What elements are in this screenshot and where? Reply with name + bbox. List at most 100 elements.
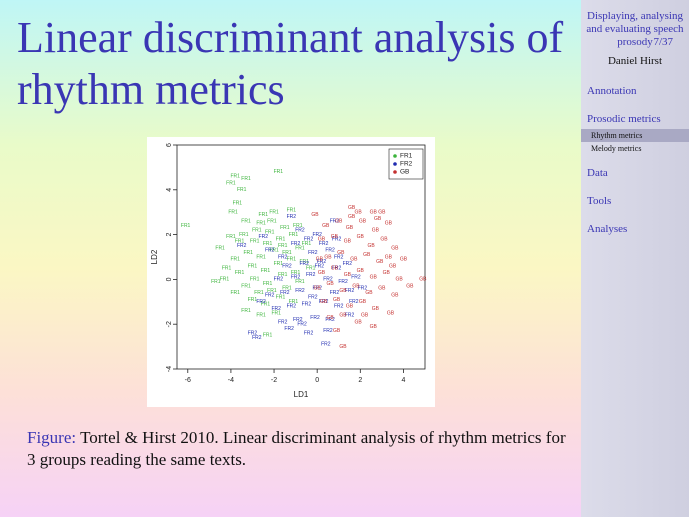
data-point: GB xyxy=(365,290,373,296)
nav-melody-metrics[interactable]: Melody metrics xyxy=(591,144,642,153)
data-point: FR1 xyxy=(254,290,264,296)
data-point: FR1 xyxy=(256,254,266,260)
data-point: GB xyxy=(352,283,360,289)
plot-frame xyxy=(176,144,426,370)
data-point: GB xyxy=(311,212,319,218)
data-point: FR1 xyxy=(226,234,236,240)
data-point: FR2 xyxy=(330,290,340,296)
data-point: GB xyxy=(344,272,352,278)
data-point: FR2 xyxy=(265,292,275,298)
data-point: FR1 xyxy=(222,266,232,272)
data-point: FR1 xyxy=(235,239,245,245)
data-point: FR1 xyxy=(291,270,301,276)
data-point: FR1 xyxy=(235,270,245,276)
data-point: FR2 xyxy=(349,299,359,305)
data-point: FR1 xyxy=(282,286,292,292)
data-point: FR2 xyxy=(319,299,329,305)
legend-marker xyxy=(393,162,397,166)
data-point: FR2 xyxy=(317,259,327,265)
data-point: GB xyxy=(333,297,341,303)
data-point: GB xyxy=(380,236,388,242)
data-point: FR1 xyxy=(293,223,303,229)
data-point: FR2 xyxy=(291,241,301,247)
data-point: GB xyxy=(389,263,397,269)
data-point: GB xyxy=(333,328,341,334)
data-point: GB xyxy=(346,225,354,231)
data-point: FR1 xyxy=(263,333,273,339)
data-point: GB xyxy=(419,277,427,283)
data-point: FR2 xyxy=(351,274,361,280)
data-point: FR1 xyxy=(267,288,277,294)
data-point: FR1 xyxy=(233,201,243,207)
nav-prosodic-metrics[interactable]: Prosodic metrics xyxy=(587,113,661,125)
data-point: FR1 xyxy=(302,241,312,247)
data-point: FR1 xyxy=(211,279,221,285)
data-point: FR2 xyxy=(338,279,348,285)
data-point: FR2 xyxy=(265,248,275,254)
legend-marker xyxy=(393,170,397,174)
data-point: GB xyxy=(361,313,369,319)
data-point: GB xyxy=(385,221,393,227)
data-point: GB xyxy=(357,268,365,274)
data-point: FR1 xyxy=(278,272,288,278)
y-tick-label: 0 xyxy=(166,277,173,281)
data-point: FR1 xyxy=(230,174,240,180)
data-point: FR2 xyxy=(308,295,318,301)
nav-tools[interactable]: Tools xyxy=(587,195,612,207)
data-point: FR2 xyxy=(280,290,290,296)
data-point: GB xyxy=(406,283,414,289)
data-point: GB xyxy=(331,234,339,240)
data-point: FR2 xyxy=(315,263,325,269)
data-point: GB xyxy=(324,254,332,260)
data-point: GB xyxy=(363,252,371,258)
data-point: FR2 xyxy=(300,261,310,267)
data-point: FR2 xyxy=(345,288,355,294)
data-point: FR1 xyxy=(289,299,299,305)
data-point: FR1 xyxy=(261,301,271,307)
data-point: FR1 xyxy=(256,221,266,227)
nav-rhythm-metrics[interactable]: Rhythm metrics xyxy=(581,129,689,142)
data-point: FR1 xyxy=(282,250,292,256)
data-point: FR1 xyxy=(267,218,277,224)
data-point: FR1 xyxy=(263,281,273,287)
data-point: FR1 xyxy=(248,263,258,269)
data-point: FR2 xyxy=(323,277,333,283)
data-point: FR2 xyxy=(325,248,335,254)
data-point: FR2 xyxy=(323,328,333,334)
data-point: FR2 xyxy=(287,214,297,220)
slide-title: Linear discriminant analysis of rhythm m… xyxy=(17,13,564,114)
nav-analyses[interactable]: Analyses xyxy=(587,223,628,235)
data-point: FR1 xyxy=(280,225,290,231)
data-point: FR2 xyxy=(332,266,342,272)
data-point: GB xyxy=(316,257,324,263)
caption-text: Tortel & Hirst 2010. Linear discriminant… xyxy=(27,428,566,469)
data-point: FR2 xyxy=(304,236,314,242)
y-tick-label: 6 xyxy=(166,143,173,147)
data-point: FR1 xyxy=(263,241,273,247)
presentation-title[interactable]: Displaying, analysing and evaluating spe… xyxy=(581,10,689,49)
data-point: GB xyxy=(370,210,378,216)
data-point: FR1 xyxy=(269,210,279,216)
data-point: FR1 xyxy=(261,268,271,274)
data-point: FR2 xyxy=(252,335,262,341)
legend-marker xyxy=(393,154,397,158)
data-point: FR2 xyxy=(310,315,320,321)
data-point: FR1 xyxy=(215,245,225,251)
lda-plot: -6 -4 -2 0 2 4 -4 -2 0 2 4 6 LD1 LD2 FR1 FR1 FR1 FR1 FR1 F… xyxy=(147,137,435,407)
data-point: FR1 xyxy=(276,236,286,242)
y-tick-label: -4 xyxy=(166,366,173,372)
data-point: FR2 xyxy=(330,218,340,224)
data-point: FR2 xyxy=(312,286,322,292)
data-point: FR1 xyxy=(250,277,260,283)
data-point: FR1 xyxy=(241,218,251,224)
y-tick-label: -2 xyxy=(166,321,173,327)
legend-label: FR1 xyxy=(400,153,413,160)
data-point: FR2 xyxy=(308,250,318,256)
data-point: FR2 xyxy=(345,313,355,319)
data-point: GB xyxy=(367,243,375,249)
nav-data[interactable]: Data xyxy=(587,167,608,179)
nav-annotation[interactable]: Annotation xyxy=(587,85,637,97)
